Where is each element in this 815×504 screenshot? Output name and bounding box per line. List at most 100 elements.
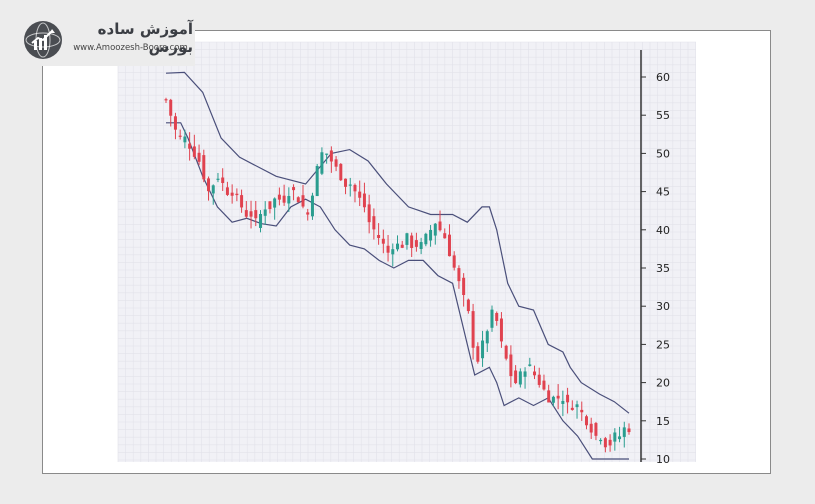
candle-down [192,146,196,157]
y-tick-label: 50 [656,147,670,160]
candle-up [599,439,603,442]
candle-down [438,221,442,231]
candle-down [608,439,612,446]
y-tick-label: 20 [656,377,670,390]
candle-down [197,152,201,162]
candle-up [481,340,485,359]
candle-down [334,159,338,167]
candle-down [221,177,225,184]
candle-down [386,245,390,253]
candle-down [542,380,546,390]
candle-up [622,427,626,437]
candle-down [277,194,281,200]
candle-down [443,233,447,239]
candle-down [202,155,206,180]
candle-down [509,354,513,377]
candle-up [419,242,423,250]
plot-grid [117,41,696,462]
y-tick-label: 45 [656,186,670,199]
candle-up [211,185,215,194]
candles [164,97,631,453]
candle-up [216,178,220,180]
candle-down [414,240,418,247]
candle-up [613,432,617,442]
candle-down [566,394,570,403]
candle-down [537,374,541,385]
candle-up [485,331,489,344]
candle-down [603,438,607,448]
candle-down [476,346,480,362]
candle-down [495,313,499,321]
upper-band-line [165,71,630,414]
candle-down [627,428,631,433]
y-tick-label: 35 [656,262,670,275]
candle-down [381,238,385,244]
candle-up [424,233,428,245]
brand-url[interactable]: www.Amoozesh-Boors.com [73,43,188,53]
candle-down [244,210,248,217]
candle-down [400,244,404,248]
candle-down [344,178,348,187]
candle-up [310,195,314,217]
candle-down [457,268,461,282]
candle-down [358,191,362,198]
candle-down [466,299,470,312]
candle-up [273,198,277,208]
candle-up [263,209,267,216]
candle-down [268,201,272,210]
candle-down [306,212,310,215]
candle-down [556,395,560,399]
y-tick-label: 25 [656,338,670,351]
candle-up [490,309,494,328]
candle-down [225,187,229,195]
candle-down [292,187,296,191]
candle-down [580,409,584,413]
candle-up [575,404,579,408]
candle-down [570,407,574,410]
candle-down [235,193,239,196]
candle-up [528,364,532,366]
brand-title: آموزش ساده بورس [97,20,193,56]
chart-globe-logo-icon [24,21,62,59]
candle-up [320,152,324,174]
candle-down [301,195,305,207]
candle-up [429,229,433,241]
candle-down [173,116,177,130]
candle-down [594,423,598,436]
y-tick-label: 40 [656,224,670,237]
candle-down [372,216,376,230]
candle-up [348,184,352,186]
candle-down [329,150,333,162]
candle-down [254,210,258,219]
candle-down [452,255,456,268]
candle-up [391,249,395,255]
candle-down [499,318,503,342]
candle-up [405,233,409,245]
candle-down [514,370,518,384]
candle-down [240,195,244,208]
candle-up [325,153,329,155]
candle-down [462,277,466,296]
candle-down [164,99,168,101]
y-axis: 10 15 20 25 30 35 40 45 50 55 60 [641,71,670,466]
y-tick-label: 30 [656,300,670,313]
candle-down [362,193,366,208]
candle-down [410,235,414,248]
candle-down [296,197,300,203]
candle-up [396,243,399,250]
candle-down [589,423,593,433]
candle-up [433,223,437,236]
y-tick-label: 60 [656,71,670,84]
candle-up [315,166,319,197]
candle-up [258,214,262,228]
candle-down [471,311,475,348]
candle-down [377,234,381,238]
y-tick-label: 55 [656,109,670,122]
candle-down [188,143,192,149]
candle-down [169,99,173,116]
brand-header: آموزش ساده بورس www.Amoozesh-Boors.com [20,14,195,66]
candle-up [551,396,555,403]
y-tick-label: 15 [656,415,670,428]
candle-down [584,416,588,426]
